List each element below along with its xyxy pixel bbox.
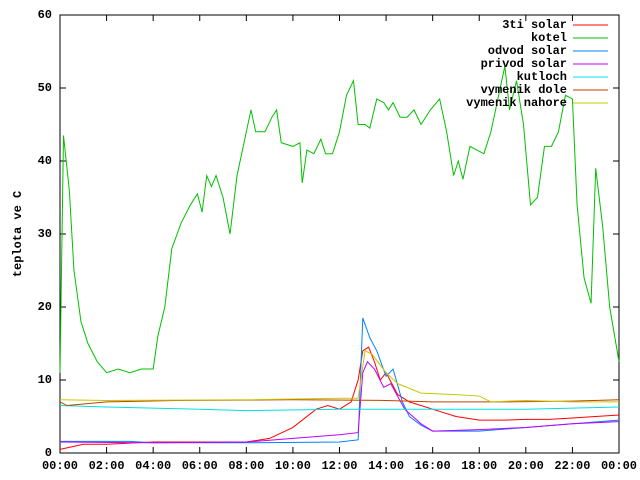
legend-label: odvod solar bbox=[488, 44, 567, 58]
plot-border bbox=[59, 14, 620, 454]
x-tick-label: 04:00 bbox=[135, 459, 171, 473]
y-tick-label: 0 bbox=[45, 446, 52, 460]
series-line bbox=[59, 65, 620, 374]
y-tick-label: 40 bbox=[38, 154, 52, 168]
y-tick-label: 30 bbox=[38, 227, 52, 241]
legend-label: privod solar bbox=[481, 57, 567, 71]
x-tick-label: 10:00 bbox=[275, 459, 311, 473]
x-tick-label: 14:00 bbox=[368, 459, 404, 473]
x-tick-label: 18:00 bbox=[461, 459, 497, 473]
y-tick-label: 10 bbox=[38, 373, 52, 387]
x-tick-label: 12:00 bbox=[321, 459, 357, 473]
x-tick-label: 08:00 bbox=[228, 459, 264, 473]
legend-label: kotel bbox=[531, 31, 567, 45]
series-line bbox=[59, 360, 620, 444]
legend-label: 3ti solar bbox=[502, 18, 567, 32]
legend-label: vymenik dole bbox=[481, 83, 567, 97]
y-axis-label: teplota ve C bbox=[11, 191, 25, 277]
x-tick-label: 22:00 bbox=[554, 459, 590, 473]
series-line bbox=[59, 399, 620, 407]
y-tick-label: 50 bbox=[38, 81, 52, 95]
x-tick-label: 00:00 bbox=[601, 459, 637, 473]
y-tick-label: 20 bbox=[38, 300, 52, 314]
x-tick-label: 06:00 bbox=[182, 459, 218, 473]
series-line bbox=[59, 350, 619, 403]
series-line bbox=[59, 405, 620, 412]
series-line bbox=[60, 317, 620, 444]
x-tick-label: 00:00 bbox=[42, 459, 78, 473]
x-tick-label: 16:00 bbox=[415, 459, 451, 473]
legend-label: vymenik nahore bbox=[466, 96, 567, 110]
legend-label: kutloch bbox=[517, 70, 567, 84]
y-tick-label: 60 bbox=[38, 8, 52, 22]
x-tick-label: 20:00 bbox=[508, 459, 544, 473]
x-tick-label: 02:00 bbox=[89, 459, 125, 473]
